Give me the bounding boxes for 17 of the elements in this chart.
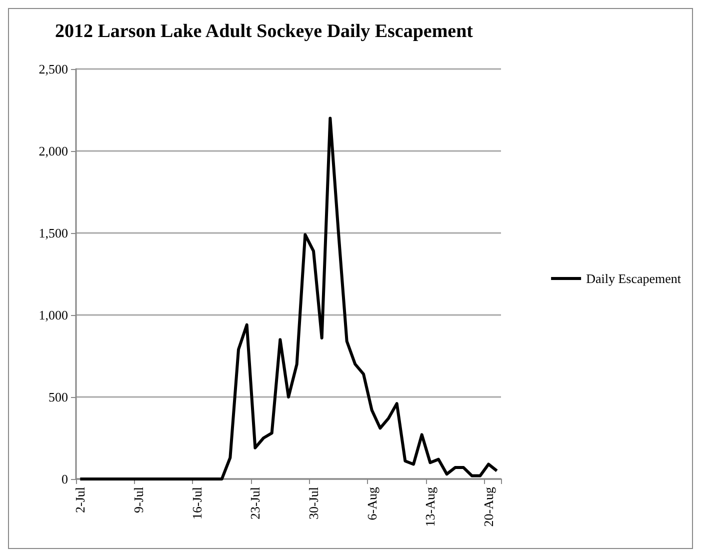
x-tick-label: 6-Aug <box>364 486 380 520</box>
x-tick-label: 13-Aug <box>422 486 438 527</box>
x-tick-label: 20-Aug <box>481 486 496 527</box>
x-tick-label: 16-Jul <box>189 486 204 520</box>
legend-label: Daily Escapement <box>586 271 682 286</box>
y-tick-label: 0 <box>62 472 68 486</box>
line-series <box>78 116 498 480</box>
chart-title: 2012 Larson Lake Adult Sockeye Daily Escapement <box>54 21 474 42</box>
y-tick-label: 1,500 <box>38 226 68 240</box>
y-tick-label: 2,000 <box>38 144 68 158</box>
x-tick-label: 23-Jul <box>248 486 263 520</box>
x-tick-label: 9-Jul <box>131 486 146 513</box>
y-tick-label: 1,000 <box>38 308 68 322</box>
x-tick-label: 30-Jul <box>306 486 321 520</box>
y-tick-label: 2,500 <box>38 62 68 76</box>
x-tick-label: 2-Jul <box>72 486 88 513</box>
y-tick-label: 500 <box>48 390 68 404</box>
